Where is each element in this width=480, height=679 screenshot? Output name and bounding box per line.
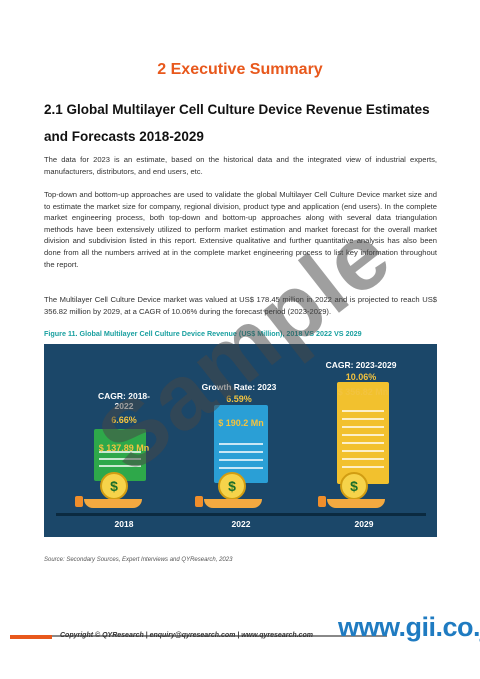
hand-cuff-icon [195,496,203,507]
percent-2029: 10.06% [345,372,377,382]
year-2029: 2029 [354,519,374,529]
percent-2022: 6.59% [226,394,252,404]
hand-cuff-icon [75,496,83,507]
blue-document-icon [214,405,268,483]
label-2018: CAGR: 2018-2022 [98,391,150,411]
yellow-document-icon [337,382,389,484]
footer-rule [52,635,387,637]
hand-cuff-icon [318,496,326,507]
baseline-divider [56,513,426,516]
dollar-coin-icon: $ [218,472,246,500]
source-note: Source: Secondary Sources, Expert Interv… [44,557,233,563]
amount-2022: $ 190.2 Mn [218,418,264,428]
section-title: 2.1 Global Multilayer Cell Culture Devic… [44,102,430,144]
paragraph-market-value: The Multilayer Cell Culture Device marke… [44,295,437,316]
percent-2018: 6.66% [111,415,137,425]
footer-accent-bar [10,635,52,639]
footer-copyright: Copyright © QYResearch | enquiry@qyresea… [60,632,313,639]
year-2022: 2022 [231,519,251,529]
gii-logo: www.gii.co.jp [338,612,480,642]
paragraph-methodology: Top-down and bottom-up approaches are us… [44,190,437,269]
dollar-coin-icon: $ [340,472,368,500]
hand-icon [204,499,262,508]
hand-icon [84,499,142,508]
figure-caption: Figure 11. Global Multilayer Cell Cultur… [44,329,362,338]
amount-2029: $ 356.82 Mn [337,387,389,397]
label-2022: Growth Rate: 2023 [201,382,277,392]
paragraph-estimate: The data for 2023 is an estimate, based … [44,155,437,176]
revenue-infographic: CAGR: 2018-2022 6.66% $ 137.89 Mn $ Grow… [44,344,437,537]
dollar-coin-icon: $ [100,472,128,500]
green-document-icon [94,429,146,481]
label-2029: CAGR: 2023-2029 [325,360,397,370]
chapter-title: 2 Executive Summary [157,61,323,78]
amount-2018: $ 137.89 Mn [98,443,150,453]
year-2018: 2018 [114,519,134,529]
hand-icon [327,499,385,508]
